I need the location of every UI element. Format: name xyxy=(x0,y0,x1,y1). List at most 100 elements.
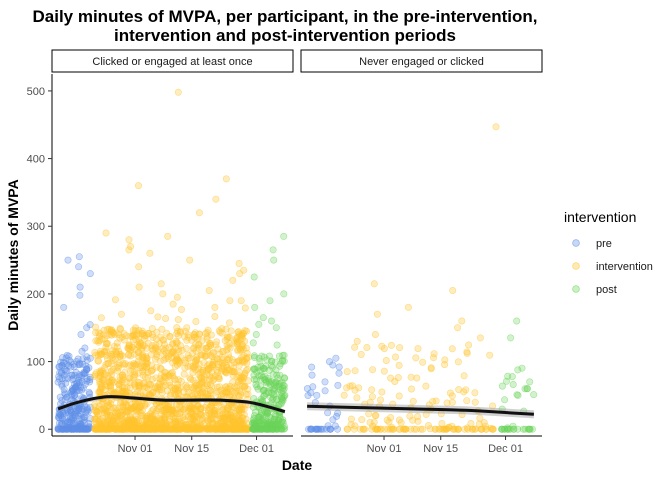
data-point-pre xyxy=(75,361,83,369)
data-point-intervention xyxy=(164,352,172,360)
facet-strip-left-label: Clicked or engaged at least once xyxy=(92,56,252,68)
data-point-intervention xyxy=(135,263,143,271)
data-point-pre xyxy=(67,363,75,371)
data-point-pre xyxy=(80,368,88,376)
data-point-intervention xyxy=(176,417,184,425)
data-point-intervention xyxy=(92,323,100,331)
data-point-intervention xyxy=(207,423,215,431)
data-point-intervention xyxy=(492,123,500,131)
data-point-intervention xyxy=(171,376,179,384)
data-point-intervention xyxy=(149,333,157,341)
data-point-intervention xyxy=(419,358,427,366)
data-point-post xyxy=(251,353,259,361)
data-point-pre xyxy=(72,368,80,376)
legend-key-post xyxy=(572,285,580,293)
data-point-intervention xyxy=(230,364,238,372)
data-point-intervention xyxy=(359,425,367,433)
data-point-intervention xyxy=(206,339,214,347)
data-point-intervention xyxy=(426,425,434,433)
data-point-intervention xyxy=(463,424,471,432)
data-point-pre xyxy=(61,417,69,425)
data-point-intervention xyxy=(214,368,222,376)
data-point-post xyxy=(251,303,259,311)
data-point-post xyxy=(275,425,283,433)
data-point-intervention xyxy=(206,364,214,372)
data-point-intervention xyxy=(186,354,194,362)
data-point-intervention xyxy=(373,310,381,318)
data-point-intervention xyxy=(351,343,359,351)
data-point-intervention xyxy=(131,350,139,358)
data-point-post xyxy=(530,391,538,399)
data-point-intervention xyxy=(462,386,470,394)
legend-title: intervention xyxy=(564,209,636,225)
data-point-intervention xyxy=(404,303,412,311)
data-point-intervention xyxy=(217,425,225,433)
data-point-post xyxy=(273,341,281,349)
data-point-intervention xyxy=(211,303,219,311)
data-point-post xyxy=(264,374,272,382)
data-point-post xyxy=(253,368,261,376)
data-point-intervention xyxy=(92,351,100,359)
data-point-intervention xyxy=(436,425,444,433)
data-point-intervention xyxy=(242,366,250,374)
data-point-intervention xyxy=(355,384,363,392)
data-point-intervention xyxy=(107,367,115,375)
data-point-intervention xyxy=(196,408,204,416)
data-point-pre xyxy=(308,363,316,371)
data-point-intervention xyxy=(152,389,160,397)
panel-never-engaged xyxy=(303,123,538,433)
data-point-intervention xyxy=(102,360,110,368)
data-point-pre xyxy=(76,291,84,299)
data-point-post xyxy=(507,334,515,342)
data-point-intervention xyxy=(164,232,172,240)
data-point-post xyxy=(501,396,509,404)
data-point-pre xyxy=(56,393,64,401)
data-point-intervention xyxy=(369,366,377,374)
legend-key-intervention xyxy=(572,262,580,270)
data-point-intervention xyxy=(149,425,157,433)
data-point-post xyxy=(268,422,276,430)
data-point-intervention xyxy=(136,340,144,348)
data-point-pre xyxy=(86,270,94,278)
y-tick-label: 200 xyxy=(27,289,45,301)
data-point-intervention xyxy=(363,343,371,351)
data-point-intervention xyxy=(172,401,180,409)
data-point-intervention xyxy=(394,374,402,382)
data-point-intervention xyxy=(237,297,245,305)
data-point-intervention xyxy=(237,419,245,427)
data-point-intervention xyxy=(105,416,113,424)
data-point-intervention xyxy=(228,368,236,376)
data-point-intervention xyxy=(191,329,199,337)
data-point-intervention xyxy=(210,375,218,383)
data-point-intervention xyxy=(343,368,351,376)
data-point-intervention xyxy=(91,372,99,380)
data-point-post xyxy=(526,425,534,433)
data-point-intervention xyxy=(162,381,170,389)
data-point-intervention xyxy=(146,413,154,421)
data-point-pre xyxy=(329,361,337,369)
data-point-intervention xyxy=(101,418,109,426)
data-point-pre xyxy=(329,416,337,424)
data-point-intervention xyxy=(441,361,449,369)
data-point-intervention xyxy=(221,415,229,423)
data-point-intervention xyxy=(102,343,110,351)
data-point-intervention xyxy=(243,349,251,357)
data-point-intervention xyxy=(213,420,221,428)
data-point-intervention xyxy=(211,407,219,415)
data-point-intervention xyxy=(121,425,129,433)
legend-label-post: post xyxy=(596,284,617,296)
x-tick-label: Nov 15 xyxy=(174,443,209,455)
data-point-intervention xyxy=(211,312,219,320)
data-point-intervention xyxy=(397,419,405,427)
data-point-intervention xyxy=(145,380,153,388)
data-point-intervention xyxy=(242,390,250,398)
data-point-intervention xyxy=(454,358,462,366)
data-point-intervention xyxy=(147,307,155,315)
data-point-pre xyxy=(333,425,341,433)
data-point-post xyxy=(280,290,288,298)
data-point-intervention xyxy=(487,424,495,432)
data-point-intervention xyxy=(121,360,129,368)
data-point-intervention xyxy=(206,376,214,384)
data-point-intervention xyxy=(236,406,244,414)
data-point-intervention xyxy=(376,396,384,404)
